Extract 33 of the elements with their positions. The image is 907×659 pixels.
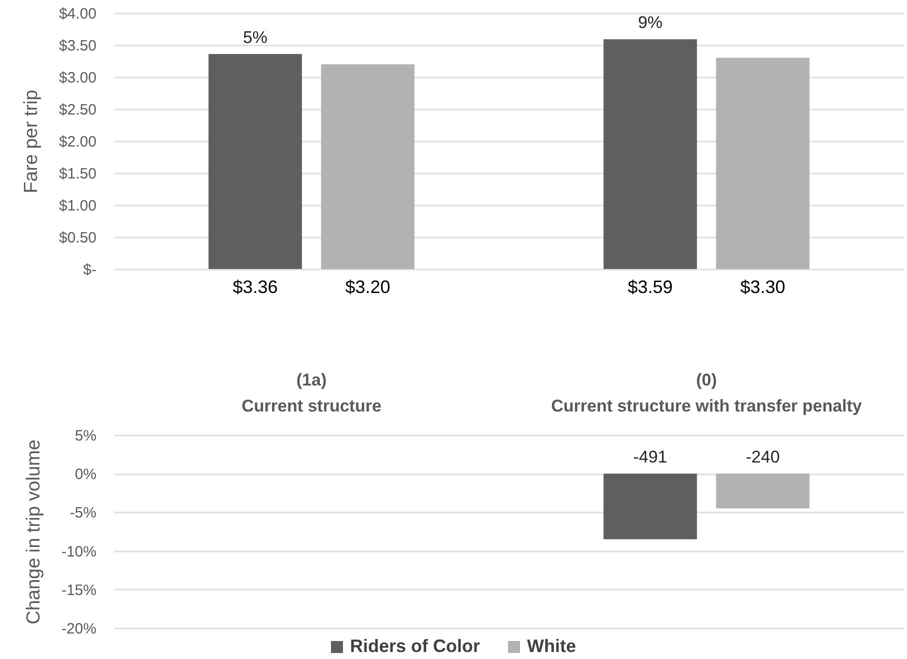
- y-tick-label: $2.00: [58, 134, 96, 150]
- y-tick-label: -15%: [61, 582, 96, 599]
- y-tick-label: $1.50: [58, 166, 96, 182]
- y-tick-label: $-: [83, 262, 96, 278]
- annotation: -491: [633, 448, 668, 467]
- x-tick-label: (1a) Current structure: [242, 370, 382, 416]
- y-tick-label: $2.50: [58, 102, 96, 118]
- bar: [321, 64, 414, 269]
- legend-label: Riders of Color: [350, 636, 480, 656]
- y-tick-label: -10%: [61, 543, 96, 560]
- data-label: $3.30: [740, 277, 786, 297]
- annotation: 9%: [638, 13, 663, 32]
- y-axis-title: Change in trip volume: [23, 440, 44, 624]
- data-label: $3.20: [345, 277, 390, 297]
- y-tick-label: $4.00: [58, 6, 96, 22]
- y-tick-label: -20%: [61, 620, 96, 638]
- bar: [208, 54, 302, 269]
- annotation: 5%: [242, 28, 268, 47]
- annotation: -240: [746, 448, 780, 467]
- data-label: $3.59: [628, 277, 673, 297]
- data-label: $3.36: [232, 277, 278, 297]
- y-tick-label: $3.00: [58, 70, 96, 86]
- y-tick-label: 0%: [74, 466, 96, 484]
- y-tick-label: $3.50: [58, 38, 96, 54]
- y-axis-title: Fare per trip: [20, 90, 42, 194]
- bar: [716, 58, 810, 269]
- y-tick-label: $1.00: [58, 198, 96, 214]
- bar: [604, 39, 697, 269]
- y-tick-label: $0.50: [58, 230, 96, 246]
- legend-label: White: [527, 636, 576, 656]
- y-tick-label: 5%: [74, 428, 96, 444]
- x-tick-label: (0) Current structure with transfer penalty: [551, 370, 862, 416]
- y-tick-label: -5%: [70, 504, 96, 522]
